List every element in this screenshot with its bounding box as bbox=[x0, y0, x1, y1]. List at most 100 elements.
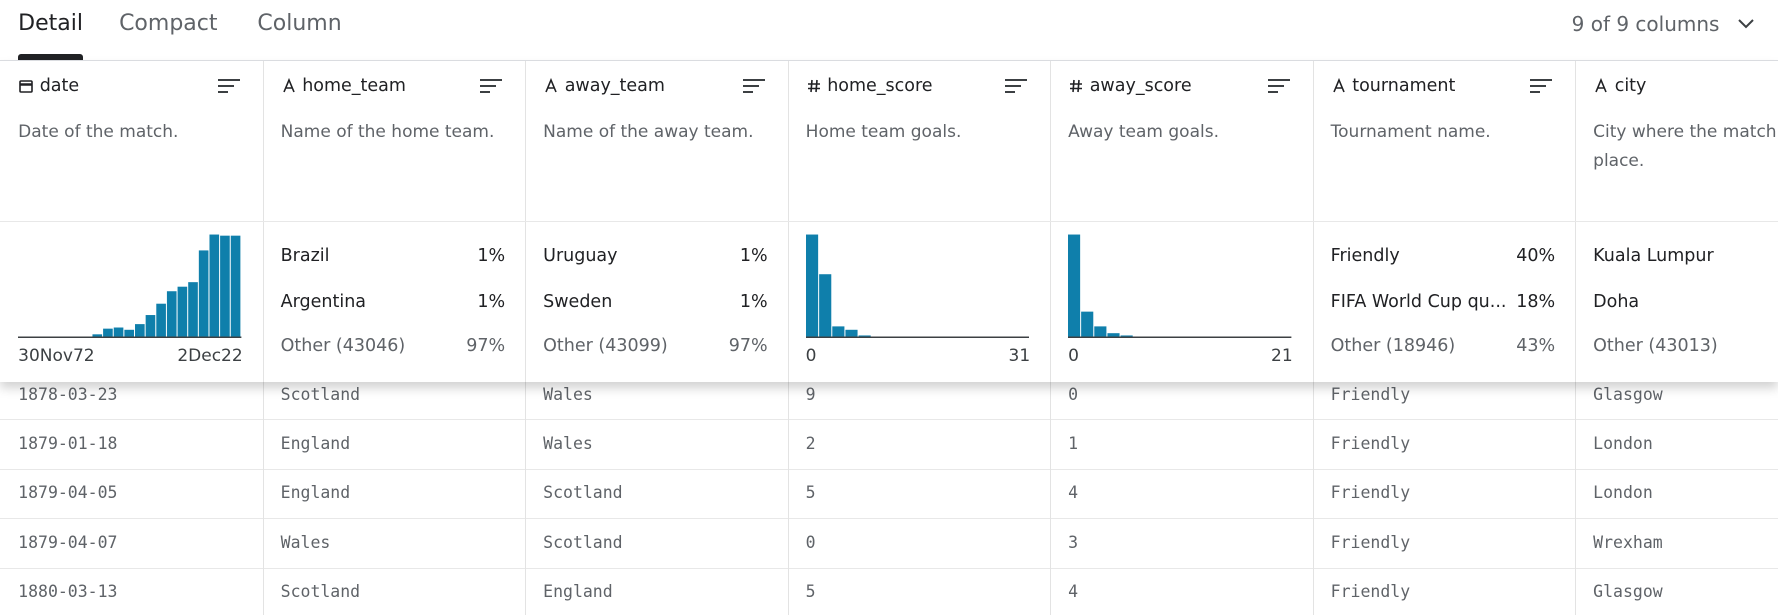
row-divider bbox=[0, 419, 1778, 421]
top-value-label: Brazil bbox=[280, 246, 330, 267]
column-selector-chevron[interactable] bbox=[1736, 14, 1756, 34]
column-count[interactable]: 9 of 9 columns bbox=[1571, 11, 1720, 36]
table-cell: 4 bbox=[1068, 582, 1079, 602]
histogram-bar bbox=[818, 274, 831, 338]
table-cell: 1879-04-07 bbox=[18, 532, 118, 552]
sort-button[interactable] bbox=[1004, 77, 1028, 95]
table-cell: England bbox=[543, 582, 613, 602]
range-start: 30Nov72 bbox=[18, 346, 95, 367]
top-value-label: Sweden bbox=[543, 291, 613, 312]
top-value-label: Other (43013) bbox=[1593, 335, 1718, 356]
table-cell: 5 bbox=[805, 483, 816, 503]
histogram-bar bbox=[113, 327, 124, 338]
histogram-bar bbox=[92, 334, 103, 338]
column-type-icon bbox=[282, 78, 295, 93]
table-cell: 0 bbox=[1068, 384, 1079, 404]
text-glyph bbox=[1595, 78, 1607, 93]
histogram-bar bbox=[805, 234, 818, 338]
table-cell: 3 bbox=[1068, 532, 1079, 552]
top-value-percent: 97% bbox=[728, 335, 768, 356]
column-name: away_score bbox=[1089, 76, 1192, 97]
column-type-icon bbox=[1595, 78, 1607, 93]
table-cell: 1879-01-18 bbox=[18, 434, 118, 454]
column-description: Home team goals. bbox=[805, 121, 962, 142]
tab-bar-divider bbox=[0, 60, 1778, 62]
column-type-icon bbox=[1332, 78, 1345, 93]
table-cell: London bbox=[1593, 434, 1653, 454]
table-cell: Wales bbox=[543, 434, 593, 454]
table-cell: Wales bbox=[543, 384, 593, 404]
top-value-label: FIFA World Cup qu... bbox=[1330, 291, 1507, 312]
view-tab[interactable]: Column bbox=[257, 10, 342, 36]
table-cell: Glasgow bbox=[1593, 384, 1663, 404]
top-value-percent: 1% bbox=[739, 291, 768, 312]
column-divider bbox=[1575, 382, 1577, 615]
column-divider bbox=[1312, 382, 1314, 615]
sort-button[interactable] bbox=[217, 77, 241, 95]
column-name: home_team bbox=[302, 76, 406, 97]
range-start: 0 bbox=[1068, 346, 1079, 367]
column-description: Tournament name. bbox=[1330, 121, 1491, 142]
histogram-bar bbox=[209, 234, 220, 338]
top-value-percent: 1% bbox=[739, 246, 768, 267]
table-cell: 1880-03-13 bbox=[18, 582, 118, 602]
text-glyph bbox=[1332, 78, 1345, 93]
column-type-icon bbox=[807, 80, 820, 93]
histogram-bar bbox=[230, 235, 241, 338]
histogram-bar bbox=[1081, 311, 1094, 338]
column-divider bbox=[262, 382, 264, 615]
sort-button[interactable] bbox=[479, 77, 503, 95]
column-type-icon bbox=[19, 80, 33, 93]
table-cell: 1 bbox=[1068, 434, 1079, 454]
table-cell: Glasgow bbox=[1593, 582, 1663, 602]
top-value-label: Kuala Lumpur bbox=[1593, 246, 1714, 267]
range-start: 0 bbox=[805, 346, 817, 367]
histogram-bar bbox=[167, 291, 177, 338]
column-type-icon bbox=[545, 78, 557, 93]
sort-button[interactable] bbox=[1267, 77, 1291, 95]
histogram-bar bbox=[156, 303, 167, 338]
calendar bbox=[19, 80, 33, 93]
sort-button[interactable] bbox=[1529, 77, 1553, 95]
column-divider bbox=[787, 382, 789, 615]
table-cell: 4 bbox=[1068, 483, 1079, 503]
column-name: city bbox=[1614, 76, 1647, 97]
range-end: 2Dec22 bbox=[177, 346, 243, 367]
histogram-bar bbox=[188, 282, 198, 338]
header-section-divider bbox=[0, 221, 1778, 223]
hash bbox=[1070, 80, 1083, 93]
table-cell: Scotland bbox=[543, 532, 623, 552]
table-cell: England bbox=[280, 483, 351, 503]
table-cell: Friendly bbox=[1330, 532, 1411, 552]
table-cell: 5 bbox=[805, 582, 816, 602]
table-cell: 2 bbox=[805, 434, 816, 454]
histogram bbox=[1068, 234, 1292, 338]
top-value-percent: 18% bbox=[1516, 291, 1556, 312]
column-name: date bbox=[39, 76, 80, 97]
view-tab[interactable]: Compact bbox=[119, 10, 218, 36]
histogram-bar bbox=[845, 329, 858, 338]
top-value-label: Other (43099) bbox=[543, 335, 668, 356]
histogram-bar bbox=[177, 286, 188, 338]
row-divider bbox=[0, 468, 1778, 470]
histogram-bar bbox=[198, 250, 209, 338]
table-cell: Wrexham bbox=[1593, 532, 1663, 552]
top-value-label: Doha bbox=[1593, 291, 1640, 312]
sort-lines bbox=[480, 79, 503, 94]
top-value-percent: 97% bbox=[466, 335, 506, 356]
table-cell: 0 bbox=[805, 532, 816, 552]
sort-button[interactable] bbox=[742, 77, 766, 95]
view-tab[interactable]: Detail bbox=[18, 10, 83, 36]
column-description: City where the match took place. bbox=[1593, 121, 1778, 172]
column-description: Away team goals. bbox=[1068, 121, 1219, 142]
column-divider bbox=[1050, 382, 1052, 615]
sort-lines bbox=[217, 79, 240, 94]
text-glyph bbox=[545, 78, 557, 93]
table-cell: Wales bbox=[280, 532, 331, 552]
column-description: Name of the home team. bbox=[280, 121, 495, 142]
column-name: away_team bbox=[564, 76, 665, 97]
table-cell: London bbox=[1593, 483, 1653, 503]
table-cell: Friendly bbox=[1330, 483, 1411, 503]
top-value-label: Uruguay bbox=[543, 246, 618, 267]
histogram bbox=[18, 234, 242, 338]
